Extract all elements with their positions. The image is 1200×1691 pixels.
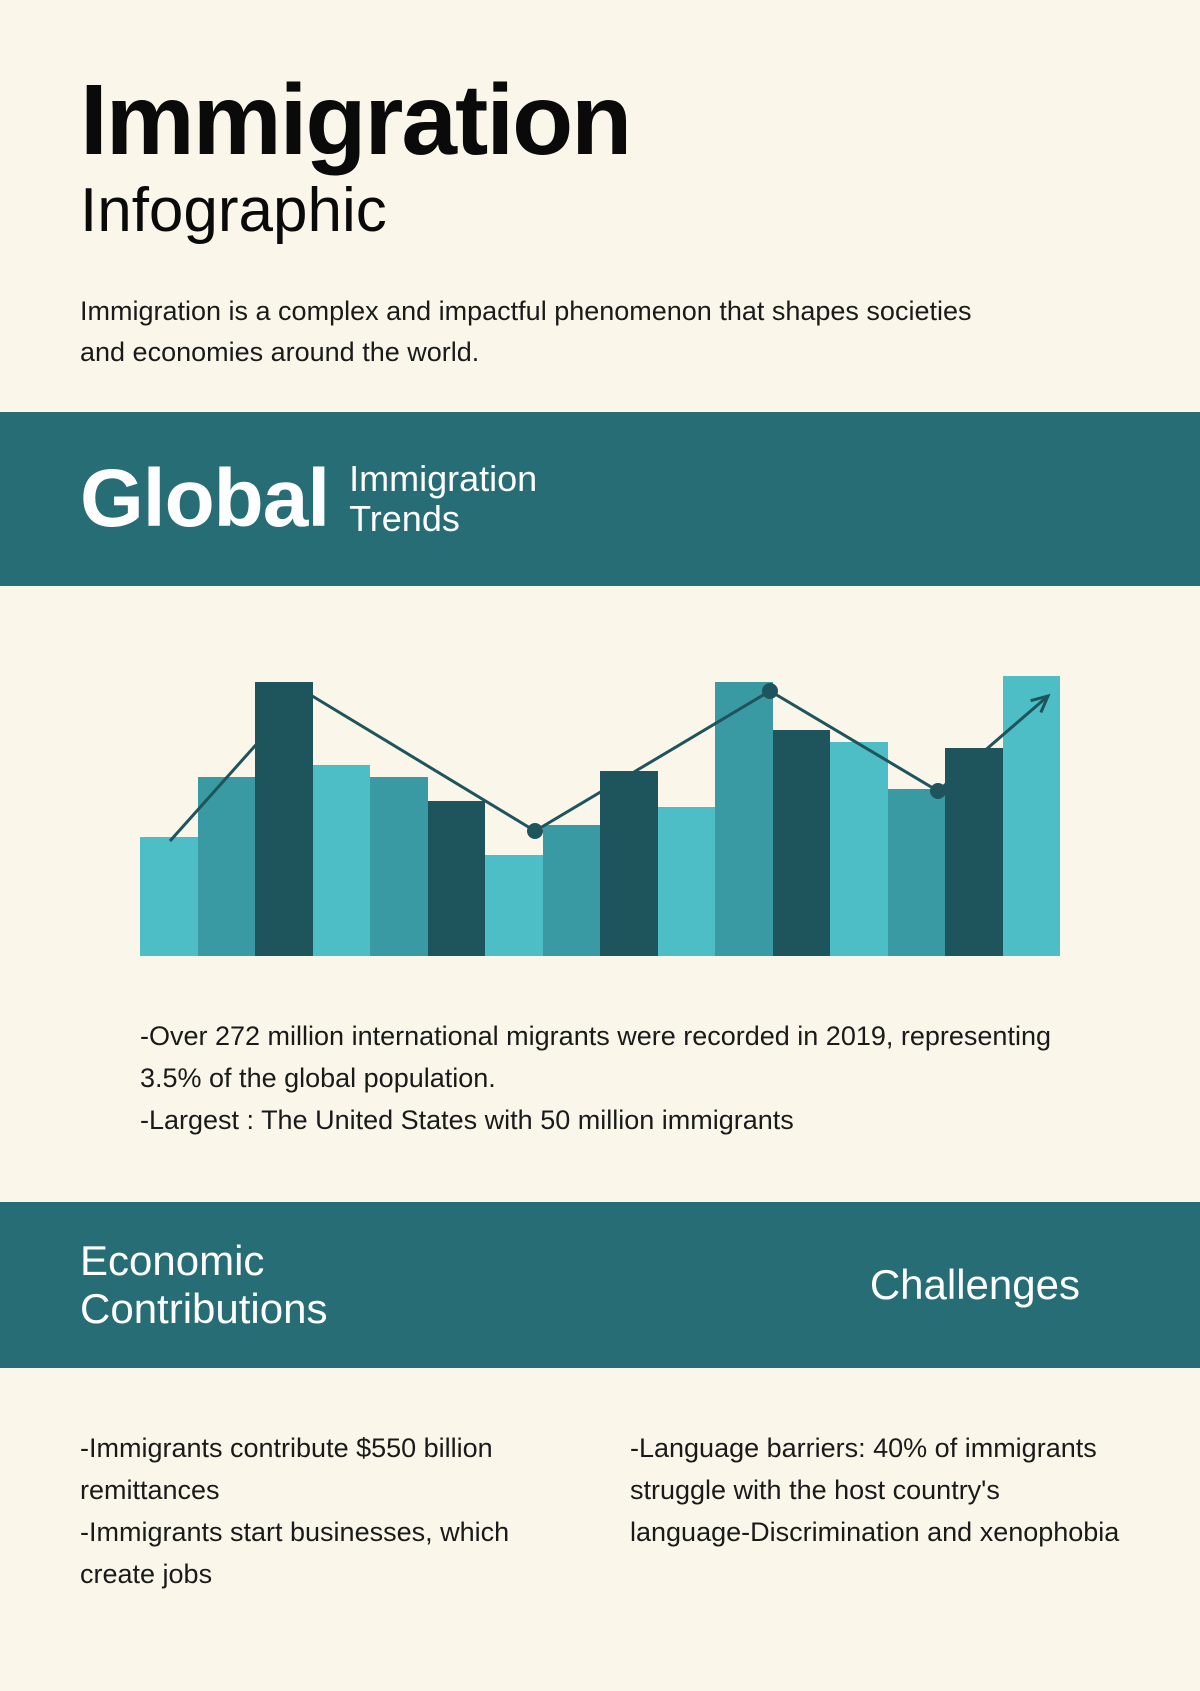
chart-bar (198, 777, 256, 956)
chart-bar (428, 801, 486, 956)
intro-paragraph: Immigration is a complex and impactful p… (80, 291, 1000, 372)
economic-heading: EconomicContributions (80, 1237, 580, 1334)
chart-bar (1003, 676, 1061, 956)
bars-container (140, 676, 1060, 956)
main-title-light: Infographic (80, 175, 1120, 246)
chart-section (0, 586, 1200, 986)
chart-bar (255, 682, 313, 956)
global-bold-text: Global (80, 452, 329, 546)
chart-bar (600, 771, 658, 956)
chart-bar (658, 807, 716, 956)
chart-container (140, 636, 1060, 956)
challenges-heading-wrap: Challenges (580, 1261, 1120, 1309)
challenges-heading: Challenges (580, 1261, 1080, 1309)
main-title-bold: Immigration (80, 70, 1120, 170)
economic-heading-wrap: EconomicContributions (80, 1237, 580, 1334)
chart-bar (773, 730, 831, 956)
header-section: Immigration Infographic Immigration is a… (0, 0, 1200, 412)
trends-line-2: Trends (349, 499, 537, 539)
challenges-content: -Language barriers: 40% of immigrants st… (630, 1428, 1120, 1595)
trends-facts-text: -Over 272 million international migrants… (0, 986, 1200, 1202)
two-column-content: -Immigrants contribute $550 billion remi… (0, 1368, 1200, 1655)
chart-bar (945, 748, 1003, 957)
chart-bar (370, 777, 428, 956)
economic-content: -Immigrants contribute $550 billion remi… (80, 1428, 570, 1595)
trends-stack: Immigration Trends (349, 459, 537, 538)
chart-bar (715, 682, 773, 956)
chart-bar (543, 825, 601, 956)
chart-bar (485, 855, 543, 956)
two-column-band: EconomicContributions Challenges (0, 1202, 1200, 1369)
chart-bar (313, 765, 371, 956)
chart-bar (140, 837, 198, 956)
chart-bar (830, 742, 888, 956)
global-trends-band: Global Immigration Trends (0, 412, 1200, 586)
chart-bar (888, 789, 946, 956)
trends-line-1: Immigration (349, 459, 537, 499)
